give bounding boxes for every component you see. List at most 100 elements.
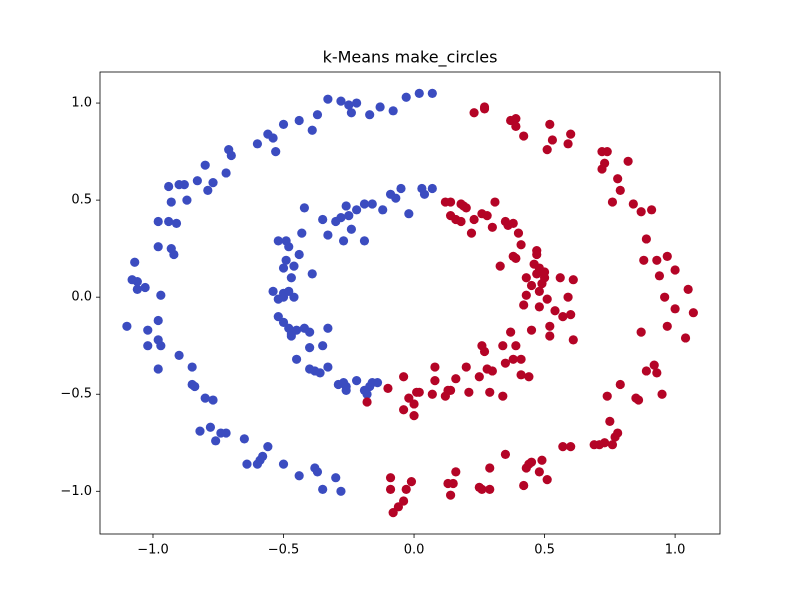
point: [566, 129, 576, 139]
point: [534, 467, 544, 477]
point: [365, 110, 375, 120]
point: [174, 179, 184, 190]
point: [372, 377, 383, 388]
point: [487, 366, 497, 376]
point: [331, 216, 341, 227]
point: [534, 263, 544, 273]
point: [508, 354, 518, 364]
point: [208, 178, 218, 188]
point: [537, 278, 547, 289]
point: [401, 484, 411, 494]
point: [367, 199, 377, 209]
point: [641, 366, 651, 376]
point: [602, 391, 612, 401]
point: [336, 486, 346, 496]
point: [226, 150, 236, 161]
plot-frame: [99, 71, 721, 535]
point: [344, 211, 354, 221]
point: [649, 360, 659, 370]
point: [542, 145, 552, 155]
point: [346, 108, 356, 118]
point: [294, 471, 304, 481]
point: [542, 475, 552, 485]
point: [600, 158, 610, 168]
point: [412, 387, 422, 397]
point: [469, 108, 479, 118]
point: [641, 234, 651, 244]
chart-title: k-Means make_circles: [323, 48, 498, 68]
point: [479, 346, 490, 357]
point: [555, 273, 565, 283]
point: [537, 455, 547, 465]
point: [312, 110, 323, 120]
point: [628, 199, 638, 209]
point: [563, 292, 573, 302]
point: [156, 290, 166, 300]
point: [508, 218, 518, 229]
point: [566, 442, 576, 452]
point: [647, 205, 657, 215]
point: [482, 211, 492, 221]
point: [636, 207, 646, 217]
point: [140, 282, 150, 293]
point: [558, 311, 568, 322]
point: [352, 98, 362, 108]
point: [307, 269, 317, 279]
point: [511, 121, 521, 131]
point: [566, 310, 576, 320]
point: [550, 306, 560, 316]
point: [242, 459, 252, 469]
point: [660, 292, 670, 302]
point: [516, 240, 526, 250]
point: [652, 368, 662, 378]
point: [352, 376, 362, 386]
point: [346, 224, 356, 234]
point: [278, 119, 289, 130]
point: [607, 440, 618, 450]
point: [516, 354, 526, 364]
point: [211, 436, 221, 446]
point: [521, 273, 531, 283]
point: [143, 325, 153, 335]
point: [607, 197, 618, 207]
point: [312, 467, 323, 477]
point: [419, 189, 430, 199]
point: [130, 257, 140, 267]
point: [485, 484, 495, 494]
x-tick-label: 0.5: [534, 543, 555, 558]
point: [291, 354, 302, 364]
point: [485, 387, 495, 397]
point: [683, 284, 693, 295]
point: [545, 321, 555, 331]
point: [399, 405, 409, 415]
point: [568, 335, 578, 345]
point: [519, 480, 529, 491]
point: [485, 463, 495, 473]
point: [359, 236, 370, 246]
point: [526, 280, 537, 291]
y-tick-label: −0.5: [60, 387, 92, 402]
point: [289, 292, 299, 302]
point: [122, 321, 132, 331]
point: [680, 333, 691, 343]
point: [401, 92, 411, 102]
point: [636, 327, 646, 337]
point: [652, 255, 662, 265]
point: [323, 323, 333, 333]
point: [385, 189, 396, 199]
point: [323, 230, 333, 240]
point: [323, 362, 333, 372]
point: [273, 236, 283, 246]
point: [445, 490, 456, 500]
point: [344, 100, 354, 110]
point: [414, 88, 424, 98]
point: [521, 290, 531, 300]
point: [545, 331, 555, 341]
point: [427, 183, 437, 194]
point: [278, 263, 289, 273]
point: [443, 385, 453, 395]
point: [318, 484, 328, 494]
point: [127, 275, 137, 285]
